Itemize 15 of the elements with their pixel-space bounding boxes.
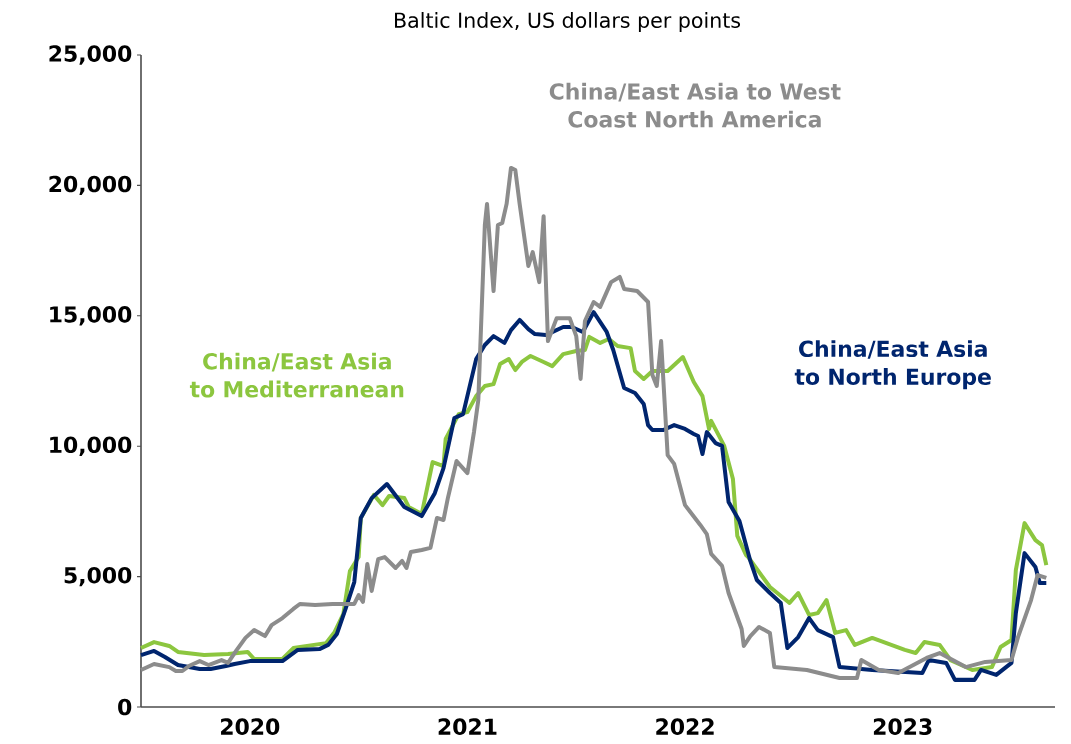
- x-tick-label: 2022: [656, 718, 714, 735]
- text: China/East Asia to West Coast North America: [549, 82, 841, 128]
- x-tick-label: 2020: [221, 718, 280, 735]
- y-tick-label: 15,000: [50, 306, 132, 326]
- chart-title: Baltic Index, US dollars per points: [395, 12, 741, 32]
- y-tick-label: 10,000: [50, 436, 132, 456]
- y-tick-label: 20,000: [49, 175, 132, 196]
- y-tick-label: 5,000: [64, 566, 132, 587]
- x-tick-label: 2023: [873, 718, 932, 735]
- x-tick-label: 2021: [438, 718, 497, 735]
- y-tick-label: 25,000: [49, 45, 132, 65]
- text: China/East Asia to North Europe: [794, 340, 991, 390]
- line-series: [139, 165, 1049, 681]
- y-tick-label: 0: [118, 698, 132, 716]
- text: China/East Asia to Mediterranean: [189, 352, 404, 398]
